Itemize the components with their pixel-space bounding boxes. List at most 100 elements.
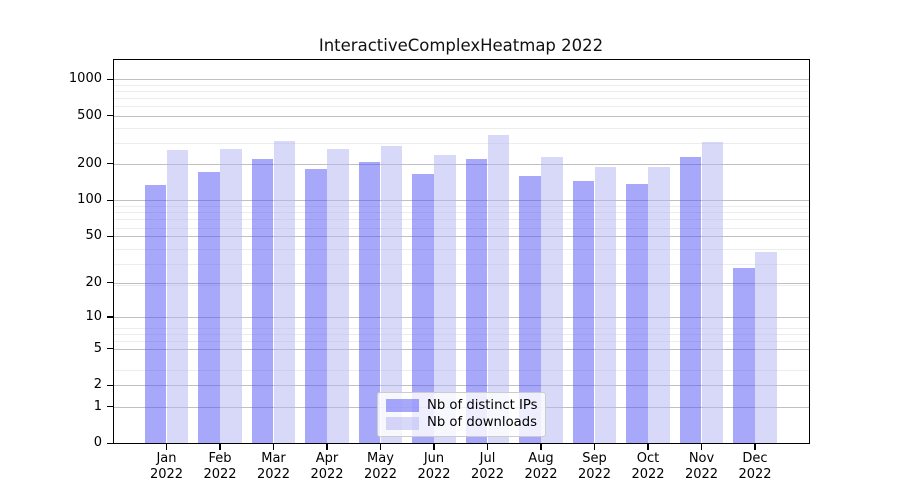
x-tick-mark [700, 444, 703, 450]
bar-jan-downloads [166, 149, 189, 444]
y-tick-mark [106, 235, 113, 237]
legend: Nb of distinct IPs Nb of downloads [377, 392, 546, 437]
bar-jan-distinct-ips [144, 184, 167, 444]
bar-dec-distinct-ips [733, 267, 755, 444]
x-tick-mark [540, 444, 542, 450]
minor-gridline [113, 285, 810, 287]
y-tick-label: 100 [77, 192, 102, 208]
bar-sep-downloads [594, 166, 617, 444]
y-tick-mark [106, 442, 113, 444]
x-tick-label-dec: Dec 2022 [738, 451, 772, 482]
bar-aug-downloads [541, 157, 563, 444]
x-tick-mark [219, 444, 221, 450]
minor-gridline [113, 264, 810, 265]
minor-gridline [113, 127, 810, 129]
y-tick-mark [106, 384, 113, 386]
minor-gridline [113, 219, 810, 221]
bar-mar-distinct-ips [251, 158, 274, 444]
bar-may-downloads [380, 146, 403, 444]
y-tick-mark [106, 316, 113, 318]
legend-swatch-downloads [386, 416, 419, 430]
y-tick-mark [106, 199, 113, 201]
x-tick-mark [593, 444, 596, 450]
bar-jul-distinct-ips [465, 159, 488, 444]
x-tick-label-nov: Nov 2022 [684, 451, 719, 482]
chart-title: InteractiveComplexHeatmap 2022 [318, 36, 604, 55]
x-tick-mark [379, 444, 382, 450]
major-gridline [113, 115, 810, 117]
bar-nov-distinct-ips [679, 156, 702, 444]
bar-sep-distinct-ips [572, 181, 595, 444]
minor-gridline [113, 84, 810, 86]
x-tick-mark [433, 444, 435, 450]
minor-gridline [113, 327, 810, 329]
x-tick-mark [165, 444, 168, 450]
y-tick-mark [106, 115, 113, 117]
minor-gridline [113, 106, 810, 108]
minor-gridline [113, 333, 810, 335]
y-tick-label: 50 [85, 228, 102, 244]
x-tick-mark [272, 444, 275, 450]
minor-gridline [113, 91, 810, 93]
bar-jul-downloads [487, 135, 510, 444]
x-tick-mark [486, 444, 489, 450]
minor-gridline [113, 340, 810, 342]
minor-gridline [113, 98, 810, 100]
bar-feb-distinct-ips [198, 172, 220, 444]
x-tick-label-feb: Feb 2022 [203, 451, 237, 482]
x-tick-label-jan: Jan 2022 [149, 451, 184, 482]
x-tick-label-may: May 2022 [363, 451, 398, 482]
x-tick-label-sep: Sep 2022 [577, 451, 612, 482]
bar-apr-distinct-ips [305, 169, 327, 444]
bar-oct-downloads [648, 166, 670, 444]
bar-aug-distinct-ips [519, 175, 541, 444]
bar-oct-distinct-ips [626, 184, 648, 444]
y-tick-mark [106, 348, 113, 350]
x-tick-label-mar: Mar 2022 [256, 451, 291, 482]
x-tick-mark [754, 444, 756, 450]
major-gridline [113, 385, 810, 387]
major-gridline [113, 163, 810, 165]
bar-feb-downloads [220, 148, 242, 444]
major-gridline [113, 236, 810, 238]
y-tick-mark [106, 78, 113, 80]
x-tick-mark [326, 444, 328, 450]
minor-gridline [113, 370, 810, 372]
bar-jun-downloads [434, 155, 456, 444]
bar-apr-downloads [327, 148, 349, 444]
major-gridline [113, 200, 810, 202]
y-tick-label: 1000 [68, 71, 102, 87]
minor-gridline [113, 206, 810, 208]
minor-gridline [113, 248, 810, 250]
legend-label-downloads: Nb of downloads [427, 415, 537, 430]
y-tick-label: 200 [77, 155, 102, 171]
legend-swatch-distinct-ips [386, 399, 419, 412]
legend-label-distinct-ips: Nb of distinct IPs [427, 397, 538, 413]
y-tick-label: 5 [93, 340, 102, 356]
major-gridline [113, 316, 810, 318]
x-tick-mark [647, 444, 649, 450]
minor-gridline [113, 212, 810, 214]
bar-nov-downloads [701, 142, 724, 444]
bar-jun-distinct-ips [412, 173, 434, 444]
bar-may-distinct-ips [358, 161, 381, 444]
major-gridline [113, 79, 810, 81]
bar-dec-downloads [755, 251, 777, 444]
minor-gridline [113, 227, 810, 229]
y-tick-mark [106, 406, 113, 408]
bar-mar-downloads [273, 141, 296, 444]
y-tick-mark [106, 163, 113, 165]
y-tick-label: 20 [85, 274, 102, 290]
major-gridline [113, 348, 810, 350]
x-tick-label-apr: Apr 2022 [310, 451, 344, 482]
x-tick-label-jun: Jun 2022 [417, 451, 451, 482]
minor-gridline [113, 142, 810, 144]
y-tick-label: 500 [77, 107, 102, 123]
y-tick-label: 2 [93, 377, 102, 393]
y-tick-label: 1 [93, 398, 102, 414]
y-tick-label: 0 [93, 435, 102, 451]
x-tick-label-jul: Jul 2022 [470, 451, 505, 482]
major-gridline [113, 282, 810, 284]
y-tick-mark [106, 282, 113, 284]
